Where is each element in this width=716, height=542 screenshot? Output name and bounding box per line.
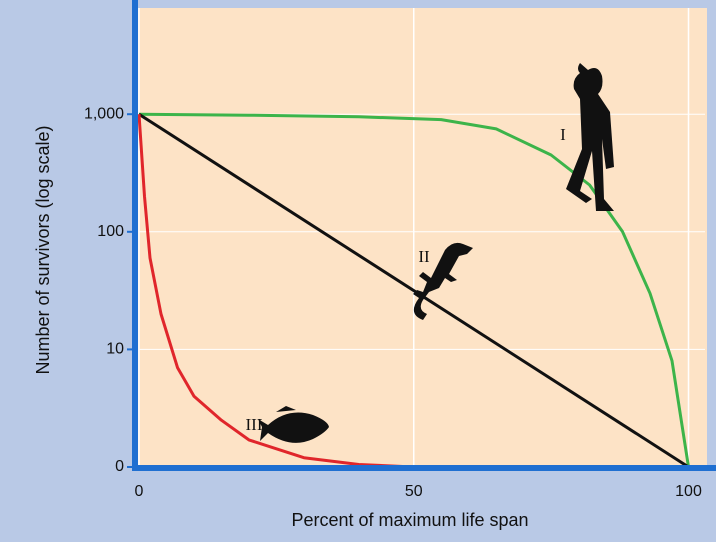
y-tick-label: 1,000	[84, 105, 124, 122]
fish-silhouette	[258, 406, 329, 443]
survivorship-curve	[138, 112, 690, 469]
y-tick-label: 100	[97, 223, 124, 240]
x-axis-title: Percent of maximum life span	[291, 510, 528, 530]
x-tick-label: 0	[135, 483, 144, 500]
human-silhouette	[566, 63, 614, 211]
plot-area	[135, 8, 707, 468]
x-tick-label: 100	[675, 483, 702, 500]
curve-label: II	[418, 247, 430, 266]
y-tick-label: 10	[106, 341, 124, 358]
survivorship-curve	[138, 112, 690, 468]
y-axis-title: Number of survivors (log scale)	[33, 125, 53, 374]
lizard-silhouette	[413, 242, 473, 320]
curve-label: I	[560, 125, 566, 144]
x-tick-label: 50	[405, 483, 423, 500]
curve-label: III	[246, 415, 263, 434]
y-tick-label: 0	[115, 458, 124, 475]
survivorship-curve	[137, 114, 689, 469]
